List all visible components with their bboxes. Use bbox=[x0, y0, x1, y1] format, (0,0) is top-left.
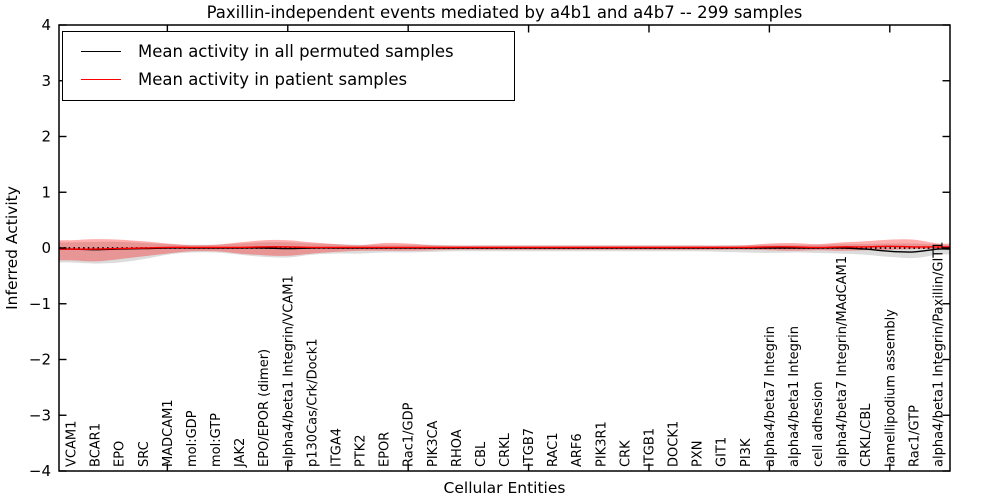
category-label: ITGA4 bbox=[329, 428, 344, 467]
category-label: CBL bbox=[474, 441, 489, 467]
y-tick-label: −3 bbox=[29, 406, 51, 424]
uncertainty-bands bbox=[59, 239, 950, 264]
y-tick-label: −4 bbox=[29, 462, 51, 480]
category-label: Rac1/GDP bbox=[402, 402, 417, 467]
permuted-line-swatch bbox=[81, 50, 121, 52]
category-label: alpha4/beta1 Integrin/VCAM1 bbox=[281, 275, 296, 467]
legend-label-patient: Mean activity in patient samples bbox=[138, 69, 408, 89]
y-tick-label: 0 bbox=[41, 239, 51, 257]
category-label: GIT1 bbox=[715, 437, 730, 467]
category-label: RAC1 bbox=[546, 432, 561, 467]
category-label: cell adhesion bbox=[811, 381, 826, 467]
category-label: lamellipodium assembly bbox=[883, 309, 898, 467]
category-label: ITGB1 bbox=[643, 428, 658, 467]
legend-item-patient: Mean activity in patient samples bbox=[63, 65, 514, 93]
patient-samples-range-band bbox=[59, 239, 950, 262]
category-label: CRK bbox=[618, 440, 633, 467]
category-label: alpha4/beta7 Integrin/MAdCAM1 bbox=[835, 256, 850, 467]
category-label: mol:GDP bbox=[185, 410, 200, 467]
y-tick-label: 2 bbox=[41, 128, 51, 146]
y-tick-label: 1 bbox=[41, 183, 51, 201]
category-label: VCAM1 bbox=[65, 421, 80, 467]
y-tick-label: −1 bbox=[29, 295, 51, 313]
category-label: BCAR1 bbox=[89, 423, 104, 467]
chart-title: Paxillin-independent events mediated by … bbox=[206, 3, 803, 22]
category-label: DOCK1 bbox=[667, 421, 682, 467]
category-label: EPO/EPOR (dimer) bbox=[257, 349, 272, 467]
category-label: PIK3R1 bbox=[594, 421, 609, 467]
x-axis-label: Cellular Entities bbox=[443, 479, 566, 497]
category-labels: VCAM1 BCAR1 EPO SRC MADCAM1 mol:GDP mol:GTP JAK… bbox=[65, 241, 947, 468]
legend-label-permuted: Mean activity in all permuted samples bbox=[138, 41, 454, 61]
category-label: SRC bbox=[137, 441, 152, 467]
legend: Mean activity in all permuted samples Me… bbox=[62, 31, 515, 101]
y-tick-label: −2 bbox=[29, 351, 51, 369]
category-label: PTK2 bbox=[354, 434, 369, 467]
category-label: mol:GTP bbox=[209, 413, 224, 467]
y-tick-label: 3 bbox=[41, 72, 51, 90]
category-label: EPOR bbox=[378, 432, 393, 467]
category-label: PIK3CA bbox=[426, 420, 441, 467]
category-label: MADCAM1 bbox=[161, 399, 176, 467]
category-label: JAK2 bbox=[233, 438, 248, 468]
category-label: CRKL/CBL bbox=[859, 403, 874, 467]
category-label: CRKL bbox=[498, 432, 513, 467]
patient-mean-line bbox=[58, 245, 950, 250]
category-label: ITGB7 bbox=[522, 428, 537, 467]
category-label: Rac1/GTP bbox=[907, 405, 922, 467]
y-axis: 4 3 2 1 0 −1 −2 −3 −4 bbox=[29, 16, 950, 480]
category-label: ARF6 bbox=[570, 433, 585, 467]
category-label: alpha4/beta7 Integrin bbox=[763, 326, 778, 467]
category-label: alpha4/beta1 Integrin/Paxillin/GIT1 bbox=[932, 241, 947, 467]
category-label: RHOA bbox=[450, 429, 465, 467]
category-label: p130Cas/Crk/Dock1 bbox=[305, 338, 320, 467]
legend-item-permuted: Mean activity in all permuted samples bbox=[63, 37, 514, 65]
category-label: PI3K bbox=[739, 438, 754, 467]
category-label: PXN bbox=[691, 441, 706, 467]
category-label: alpha4/beta1 Integrin bbox=[787, 326, 802, 467]
y-tick-label: 4 bbox=[41, 16, 51, 34]
category-label: EPO bbox=[113, 441, 128, 467]
patient-line-swatch bbox=[81, 78, 121, 80]
